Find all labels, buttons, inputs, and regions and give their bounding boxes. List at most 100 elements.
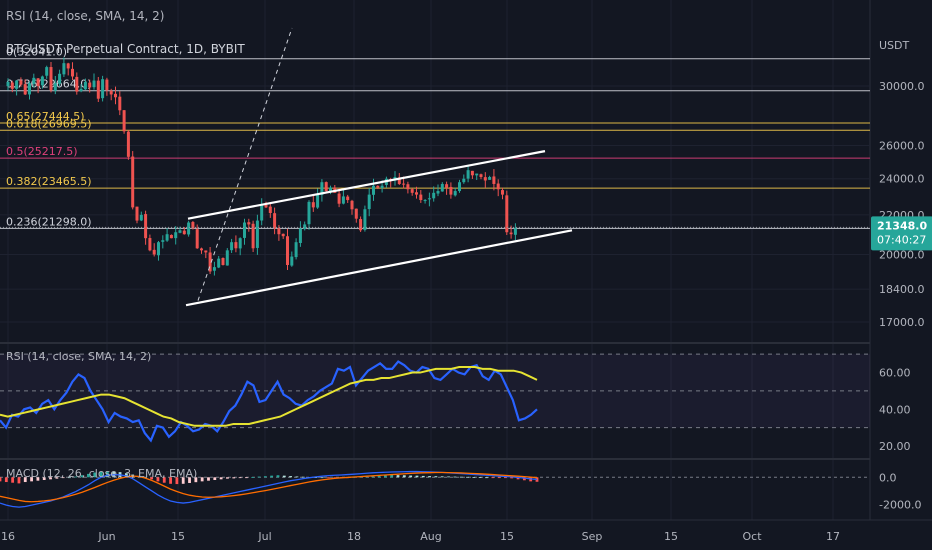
candle-body xyxy=(191,222,195,229)
macd-histogram-bar xyxy=(434,476,438,478)
candle-body xyxy=(496,183,500,190)
price-tick-label: 24000.0 xyxy=(879,173,925,186)
candle-body xyxy=(221,258,225,265)
macd-histogram-bar xyxy=(188,477,191,483)
candle-body xyxy=(505,195,509,233)
x-tick-label: Sep xyxy=(582,530,603,543)
candle-body xyxy=(509,232,513,235)
candle-body xyxy=(32,77,36,84)
trend-channel[interactable] xyxy=(185,27,573,307)
channel-upper-line xyxy=(187,150,546,220)
candle-body xyxy=(337,193,341,204)
candle-body xyxy=(402,183,406,185)
rsi-pane xyxy=(0,353,870,443)
macd-histogram-bar xyxy=(383,475,387,478)
macd-histogram-bar xyxy=(42,477,46,480)
candle-body xyxy=(169,234,173,239)
countdown-label: 07:40:27 xyxy=(877,233,926,246)
macd-histogram-bar xyxy=(263,476,267,478)
candle-body xyxy=(105,79,109,91)
candle-body xyxy=(260,205,264,221)
candle-body xyxy=(436,191,440,194)
macd-histogram-bar xyxy=(396,475,400,478)
candle-body xyxy=(453,191,457,196)
candle-body xyxy=(346,196,350,201)
candle-body xyxy=(320,182,324,195)
candle-body xyxy=(372,185,375,195)
candle-body xyxy=(492,176,496,184)
macd-histogram-bar xyxy=(428,476,431,478)
macd-pane-title: MACD (12, 26, close, 3, EMA, EMA) xyxy=(6,467,198,480)
candle-body xyxy=(212,267,216,271)
candle-body xyxy=(273,213,277,229)
macd-histogram-bar xyxy=(365,476,368,478)
fib-level-label: 0.236(21298.0) xyxy=(6,215,92,228)
macd-histogram-bar xyxy=(80,475,84,478)
macd-histogram-bar xyxy=(74,476,78,478)
macd-histogram-bar xyxy=(169,477,172,484)
candle-body xyxy=(200,248,203,251)
candle-body xyxy=(350,200,354,210)
candle-body xyxy=(341,196,345,204)
x-tick-label: Aug xyxy=(420,530,441,543)
last-price-label: 21348.0 xyxy=(877,219,927,232)
macd-histogram-bar xyxy=(49,477,52,480)
macd-histogram-bar xyxy=(472,477,476,478)
candle-body xyxy=(432,192,436,199)
macd-pane xyxy=(0,470,870,508)
candle-body xyxy=(92,80,96,88)
macd-histogram-bar xyxy=(327,477,330,479)
macd-histogram-bar xyxy=(447,476,450,478)
candle-body xyxy=(161,240,165,242)
macd-histogram-bar xyxy=(466,476,469,478)
candle-body xyxy=(238,238,242,249)
candle-body xyxy=(148,238,152,251)
candle-body xyxy=(397,177,401,184)
candle-body xyxy=(367,194,371,210)
candle-body xyxy=(230,242,234,251)
gridlines xyxy=(0,0,932,521)
candle-body xyxy=(109,90,113,95)
candle-body xyxy=(243,222,246,238)
macd-histogram-bar xyxy=(87,473,90,478)
dashed-trend-line xyxy=(197,27,293,301)
macd-histogram-bar xyxy=(510,477,514,479)
candle-body xyxy=(264,205,268,208)
candle-body xyxy=(182,230,186,235)
rsi-tick-label: 20.00 xyxy=(879,440,911,453)
candle-body xyxy=(423,200,427,202)
candle-body xyxy=(462,178,466,183)
candle-body xyxy=(152,249,156,255)
price-tick-label: 20000.0 xyxy=(879,248,925,261)
macd-histogram-bar xyxy=(453,476,457,478)
macd-histogram-bar xyxy=(17,477,21,484)
candle-body xyxy=(255,220,259,248)
candle-body xyxy=(251,223,255,249)
candle-body xyxy=(501,190,504,195)
macd-histogram-bar xyxy=(93,472,97,478)
candle-body xyxy=(79,88,83,92)
price-tick-label: 26000.0 xyxy=(879,139,925,152)
candle-body xyxy=(15,80,19,89)
x-tick-label: 15 xyxy=(500,530,514,543)
x-tick-label: 17 xyxy=(826,530,840,543)
x-tick-label: Oct xyxy=(742,530,762,543)
candle-body xyxy=(513,228,517,235)
macd-histogram-bar xyxy=(270,475,274,478)
candle-body xyxy=(75,76,79,92)
macd-histogram-bar xyxy=(226,477,229,479)
rsi-ma-line xyxy=(0,366,538,427)
candle-body xyxy=(475,173,479,176)
candle-body xyxy=(311,202,315,208)
macd-histogram-bar xyxy=(162,477,166,483)
candle-body xyxy=(6,81,10,87)
candle-body xyxy=(286,236,289,265)
candle-body xyxy=(466,170,470,179)
rsi-line xyxy=(0,360,538,443)
candle-body xyxy=(277,228,281,235)
macd-histogram-bar xyxy=(106,471,109,478)
macd-histogram-bar xyxy=(175,477,179,485)
macd-histogram-bar xyxy=(200,477,204,482)
candle-body xyxy=(329,187,332,192)
